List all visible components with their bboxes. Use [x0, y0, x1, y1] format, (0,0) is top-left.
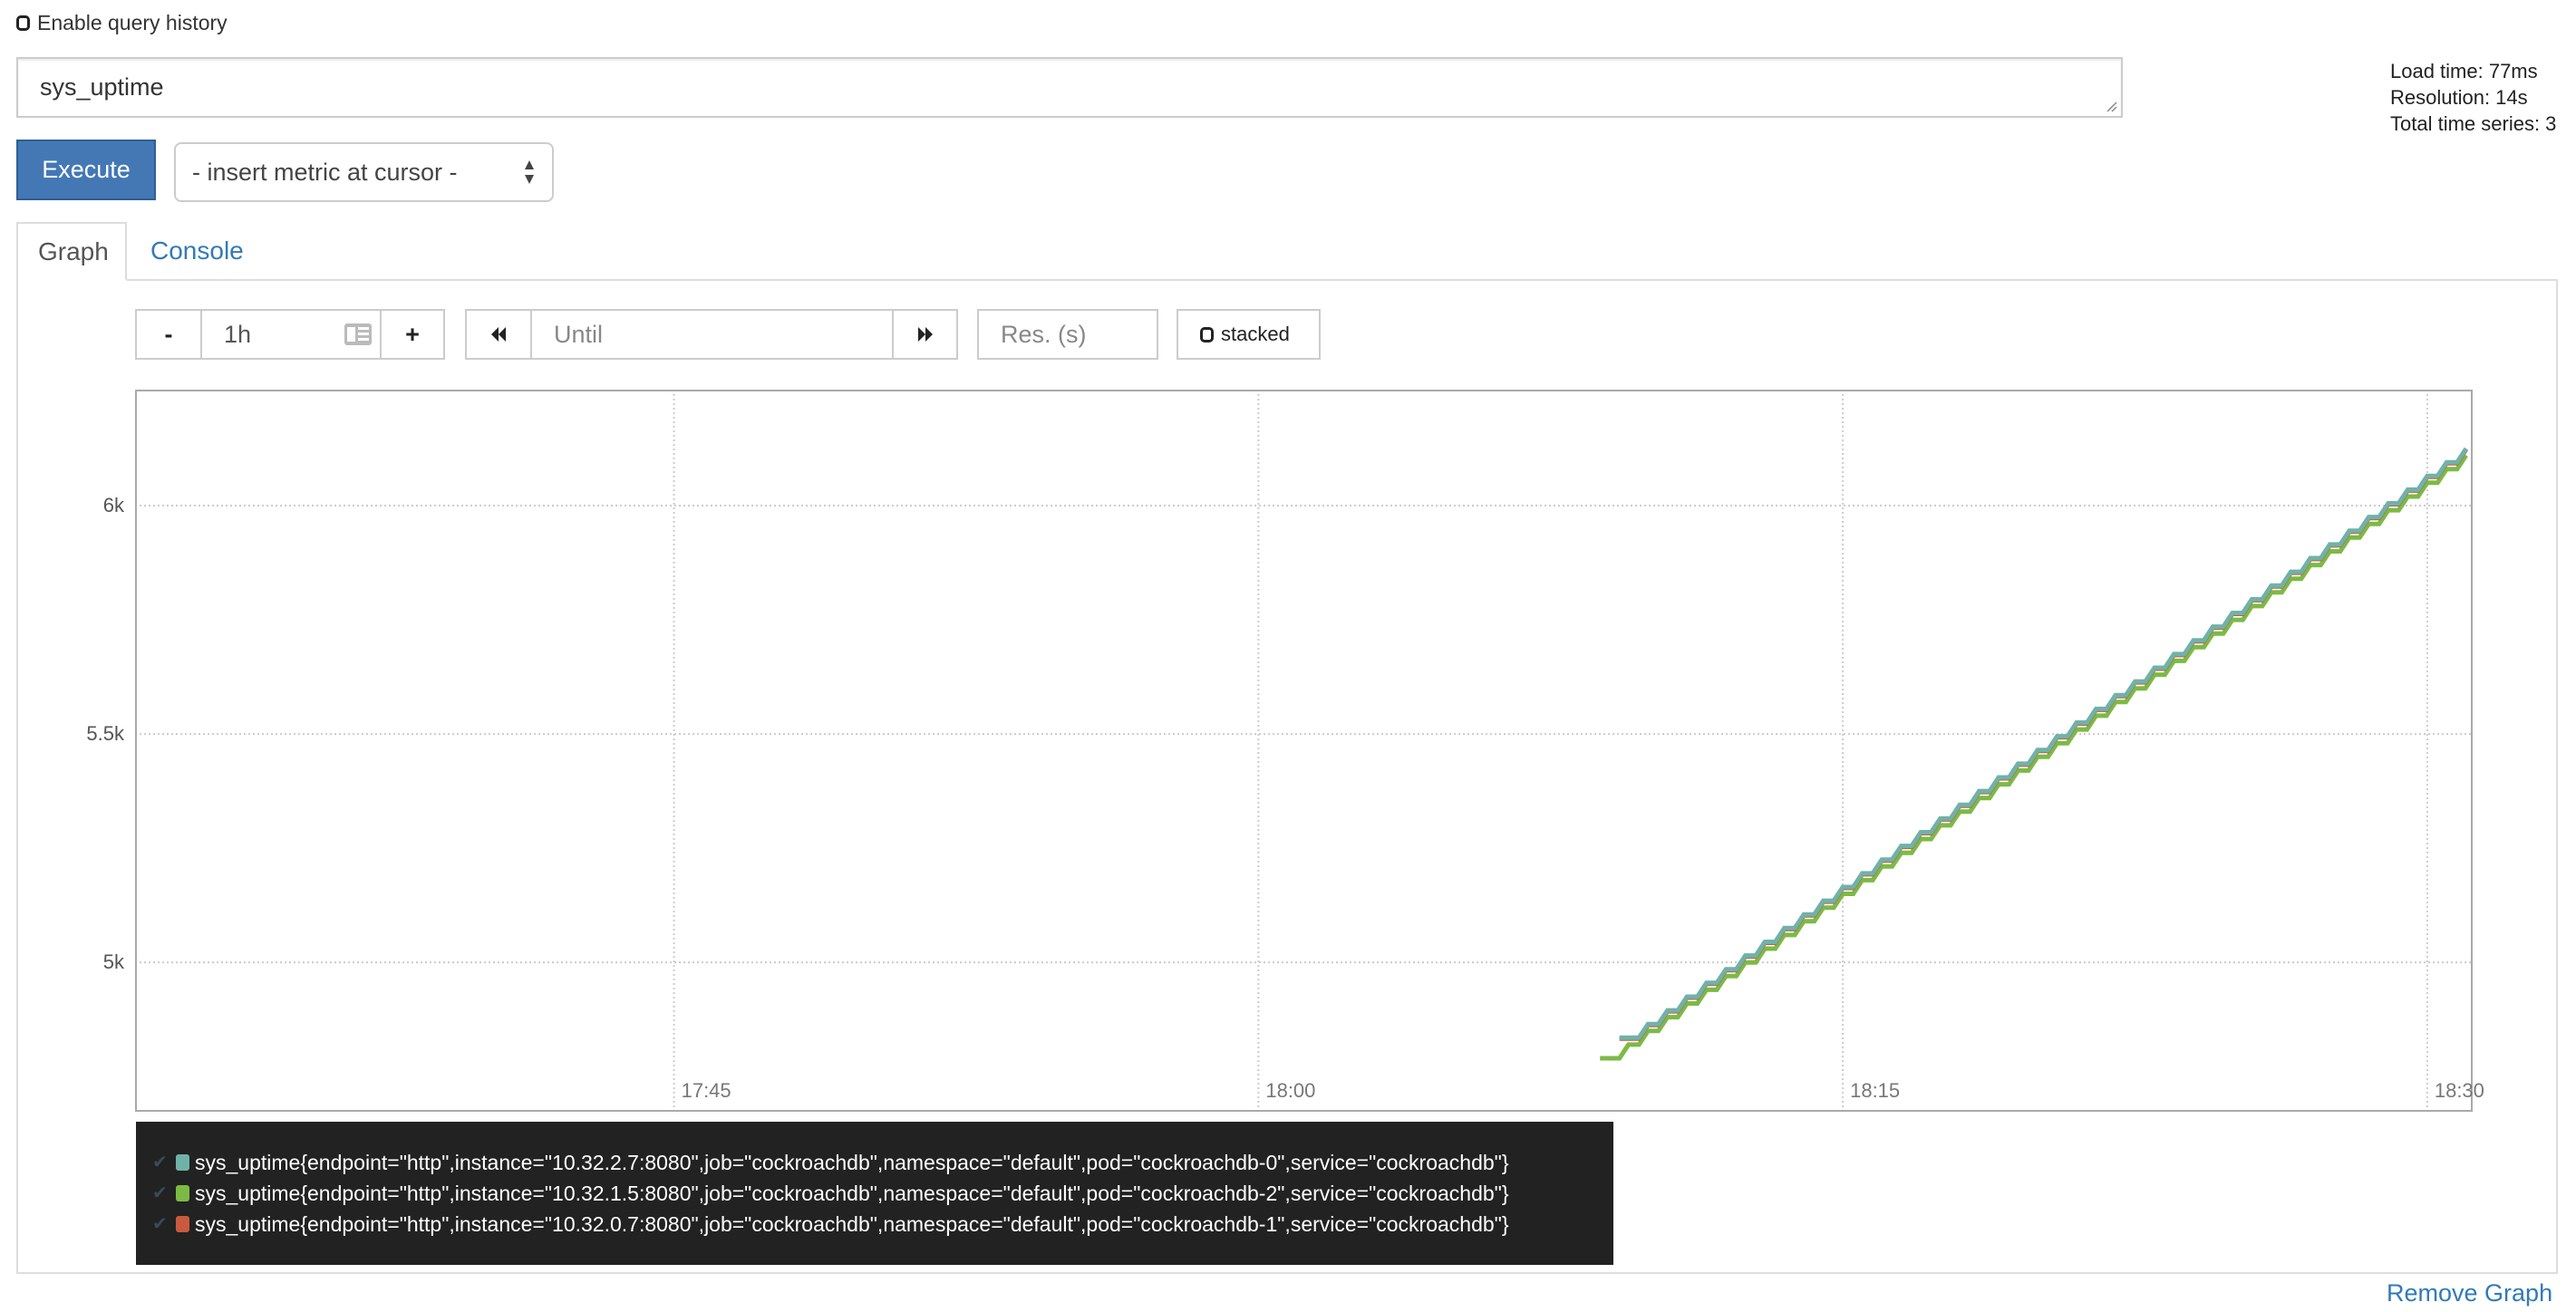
- range-input[interactable]: 1h: [200, 309, 382, 360]
- legend-swatch: [176, 1154, 189, 1171]
- y-tick-label: 5k: [102, 950, 124, 974]
- total-time-series: Total time series: 3: [2390, 112, 2557, 135]
- series-line-1: [1600, 454, 2468, 1061]
- select-arrows-icon: [525, 160, 534, 184]
- legend-swatch: [176, 1216, 189, 1232]
- y-tick-label: 5.5k: [86, 722, 124, 746]
- legend-label: sys_uptime{endpoint="http",instance="10.…: [195, 1182, 1509, 1205]
- series-line-0: [1619, 447, 2468, 1040]
- forward-icon: [917, 327, 933, 342]
- x-tick-label: 17:45: [681, 1079, 731, 1102]
- expression-input[interactable]: sys_uptime: [16, 57, 2123, 118]
- legend-label: sys_uptime{endpoint="http",instance="10.…: [195, 1151, 1509, 1174]
- tab-console[interactable]: Console: [150, 236, 244, 265]
- insert-metric-select[interactable]: - insert metric at cursor -: [174, 142, 554, 202]
- until-placeholder: Until: [554, 320, 604, 348]
- query-history-label: Enable query history: [37, 11, 228, 34]
- resolution: Resolution: 14s: [2390, 86, 2528, 109]
- legend-label: sys_uptime{endpoint="http",instance="10.…: [195, 1212, 1509, 1236]
- legend-check-icon[interactable]: ✔: [152, 1183, 168, 1203]
- x-tick-label: 18:15: [1850, 1079, 1901, 1102]
- until-input[interactable]: Until: [530, 309, 894, 360]
- series-line-2: [1619, 448, 2468, 1041]
- decrease-range-button[interactable]: -: [135, 309, 202, 360]
- legend-swatch: [176, 1185, 189, 1201]
- y-tick-label: 6k: [102, 494, 124, 517]
- stacked-checkbox[interactable]: [1200, 326, 1214, 342]
- plot-frame: [135, 390, 2473, 1112]
- execute-button[interactable]: Execute: [16, 140, 156, 200]
- step-back-button[interactable]: [465, 309, 532, 360]
- range-value: 1h: [224, 320, 252, 348]
- tab-bar: Graph Console: [16, 222, 2558, 281]
- resize-handle-icon[interactable]: [2105, 100, 2117, 112]
- graph-panel: [16, 279, 2558, 1274]
- legend-check-icon[interactable]: ✔: [152, 1214, 168, 1234]
- expression-value: sys_uptime: [40, 73, 164, 101]
- remove-graph-link[interactable]: Remove Graph: [2387, 1279, 2553, 1307]
- resolution-input[interactable]: Res. (s): [977, 309, 1158, 360]
- stacked-label: stacked: [1221, 323, 1290, 345]
- legend-check-icon[interactable]: ✔: [152, 1153, 168, 1172]
- load-time: Load time: 77ms: [2390, 60, 2538, 82]
- enable-query-history[interactable]: Enable query history: [16, 11, 228, 35]
- x-tick-label: 18:00: [1265, 1079, 1316, 1102]
- resolution-placeholder: Res. (s): [1001, 320, 1087, 348]
- legend: ✔ sys_uptime{endpoint="http",instance="10…: [136, 1122, 1613, 1265]
- insert-metric-selected: - insert metric at cursor -: [192, 158, 458, 186]
- x-tick-label: 18:30: [2434, 1079, 2484, 1102]
- step-forward-button[interactable]: [892, 309, 958, 360]
- query-stats: Load time: 77ms Resolution: 14s Total ti…: [2390, 58, 2556, 137]
- legend-item[interactable]: ✔ sys_uptime{endpoint="http",instance="10…: [152, 1147, 1597, 1178]
- legend-item[interactable]: ✔ sys_uptime{endpoint="http",instance="10…: [152, 1178, 1597, 1209]
- range-picker-icon: [344, 323, 372, 345]
- legend-item[interactable]: ✔ sys_uptime{endpoint="http",instance="10…: [152, 1209, 1597, 1240]
- tab-graph[interactable]: Graph: [16, 222, 127, 281]
- stacked-toggle[interactable]: stacked: [1177, 309, 1321, 360]
- uptime-chart: [135, 390, 2473, 1112]
- increase-range-button[interactable]: +: [380, 309, 445, 360]
- backward-icon: [491, 327, 506, 342]
- query-history-checkbox[interactable]: [16, 15, 30, 31]
